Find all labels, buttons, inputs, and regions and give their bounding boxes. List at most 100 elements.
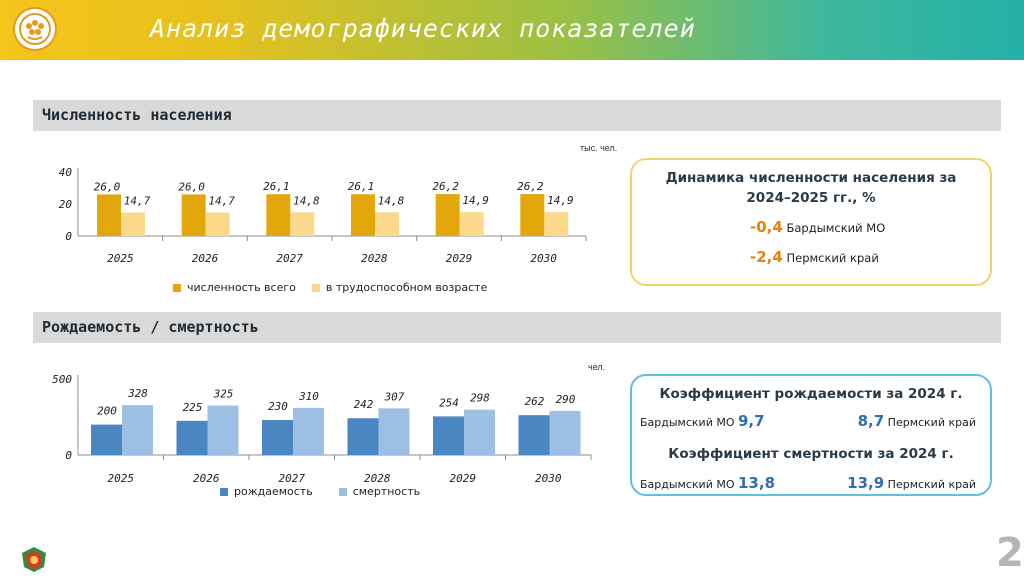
death-rate-perm: 13,9 Пермский край <box>847 474 976 492</box>
bear-emblem-icon <box>19 13 51 45</box>
bar-value-label: 225 <box>183 401 203 414</box>
y-tick-label: 0 <box>65 230 72 243</box>
bar-series2 <box>122 405 153 455</box>
bar-series2 <box>375 212 399 236</box>
birth-rate-title: Коэффициент рождаемости за 2024 г. <box>659 386 963 402</box>
x-category-label: 2027 <box>276 252 303 265</box>
x-category-label: 2025 <box>108 472 135 485</box>
birth-rate-bardym: Бардымский МО 9,7 <box>640 412 765 430</box>
population-legend: численность всего в трудоспособном возра… <box>173 281 487 294</box>
x-category-label: 2030 <box>535 472 562 485</box>
bar-series2 <box>544 212 569 236</box>
birth-death-unit-label: чел. <box>588 362 606 372</box>
bar-series1 <box>347 418 379 455</box>
birth-rate-perm-label: Пермский край <box>887 416 976 429</box>
bar-value-label: 14,7 <box>124 194 151 207</box>
dynamics-row-perm: -2,4 Пермский край <box>750 248 879 266</box>
birth-death-legend: рождаемость смертность <box>220 485 420 498</box>
bar-series1 <box>262 420 293 455</box>
y-tick-label: 0 <box>65 449 72 462</box>
death-rate-perm-label: Пермский край <box>887 478 976 491</box>
death-rate-bardym-label: Бардымский МО <box>640 478 735 491</box>
region-emblem-icon <box>22 547 46 572</box>
x-category-label: 2028 <box>364 472 391 485</box>
bar-series2 <box>464 409 495 455</box>
header-bar: Анализ демографических показателей <box>0 0 1024 60</box>
section-title: Численность населения <box>42 106 232 124</box>
bar-series2 <box>290 212 315 236</box>
legend-label-births: рождаемость <box>234 485 313 498</box>
birth-rate-perm-value: 8,7 <box>857 412 885 430</box>
bar-value-label: 310 <box>298 390 319 403</box>
bar-series2 <box>293 407 324 455</box>
population-unit-label: тыс. чел. <box>580 143 618 153</box>
bar-series2 <box>205 212 230 236</box>
legend-swatch-births <box>220 487 228 496</box>
bar-value-label: 14,8 <box>293 194 320 207</box>
bar-value-label: 298 <box>470 392 490 405</box>
bar-value-label: 26,0 <box>94 180 121 193</box>
dynamics-perm-label: Пермский край <box>786 251 879 265</box>
bar-value-label: 262 <box>525 395 545 408</box>
bar-series1 <box>181 194 206 236</box>
bar-value-label: 328 <box>127 387 148 400</box>
bar-series1 <box>266 194 291 236</box>
bar-value-label: 26,0 <box>178 180 205 193</box>
death-rate-bardym-value: 13,8 <box>738 474 776 492</box>
x-category-label: 2025 <box>107 252 134 265</box>
bar-value-label: 242 <box>354 398 374 411</box>
section-population-header: Численность населения <box>33 100 1001 131</box>
x-category-label: 2027 <box>279 472 306 485</box>
bar-series1 <box>97 194 121 236</box>
bar-value-label: 200 <box>97 405 117 418</box>
bar-series1 <box>520 194 545 236</box>
bar-series2 <box>549 410 581 455</box>
bar-value-label: 290 <box>556 393 576 406</box>
page-number: 2 <box>996 530 1024 576</box>
legend-label-total: численность всего <box>187 281 296 294</box>
logo <box>13 7 57 51</box>
y-tick-label: 40 <box>59 166 73 179</box>
legend-label-deaths: смертность <box>352 485 421 498</box>
bar-series2 <box>121 212 145 236</box>
dynamics-bardym-value: -0,4 <box>750 218 783 236</box>
birth-rate-bardym-value: 9,7 <box>738 412 765 430</box>
bar-value-label: 14,9 <box>462 194 489 207</box>
bar-series1 <box>433 416 464 455</box>
dynamics-title-line2: 2024–2025 гг., % <box>746 190 876 206</box>
bar-value-label: 26,2 <box>517 180 544 193</box>
bar-value-label: 26,1 <box>263 180 290 193</box>
bar-value-label: 26,2 <box>432 180 459 193</box>
bar-value-label: 14,8 <box>378 194 405 207</box>
bar-value-label: 14,9 <box>547 194 574 207</box>
bar-series1 <box>176 420 208 455</box>
bar-series2 <box>378 408 410 455</box>
population-dynamics-box: Динамика численности населения за 2024–2… <box>630 158 992 286</box>
bar-value-label: 307 <box>384 390 405 403</box>
dynamics-title: Динамика численности населения за 2024–2… <box>632 168 990 208</box>
death-rate-perm-value: 13,9 <box>847 474 885 492</box>
section-title: Рождаемость / смертность <box>42 318 259 336</box>
bar-value-label: 254 <box>439 396 459 409</box>
x-category-label: 2029 <box>450 472 477 485</box>
page-title: Анализ демографических показателей <box>150 14 696 43</box>
bar-series1 <box>435 194 460 236</box>
legend-swatch-working-age <box>311 283 320 292</box>
dynamics-perm-value: -2,4 <box>750 248 783 266</box>
bar-value-label: 325 <box>213 388 234 401</box>
bar-series1 <box>91 424 122 455</box>
y-tick-label: 20 <box>59 198 73 211</box>
bar-value-label: 14,7 <box>208 194 235 207</box>
section-birth-death-header: Рождаемость / смертность <box>33 312 1001 343</box>
dynamics-row-bardym: -0,4 Бардымский МО <box>750 218 885 236</box>
birth-rate-bardym-label: Бардымский МО <box>640 416 735 429</box>
x-category-label: 2028 <box>361 252 388 265</box>
death-rate-bardym: Бардымский МО 13,8 <box>640 474 775 492</box>
bar-series2 <box>207 405 239 455</box>
death-rate-title: Коэффициент смертности за 2024 г. <box>668 446 954 462</box>
x-category-label: 2029 <box>446 252 473 265</box>
legend-label-working-age: в трудоспособном возрасте <box>325 281 488 294</box>
y-tick-label: 500 <box>52 373 72 386</box>
bar-value-label: 230 <box>268 400 288 413</box>
birth-rate-perm: 8,7 Пермский край <box>858 412 976 430</box>
